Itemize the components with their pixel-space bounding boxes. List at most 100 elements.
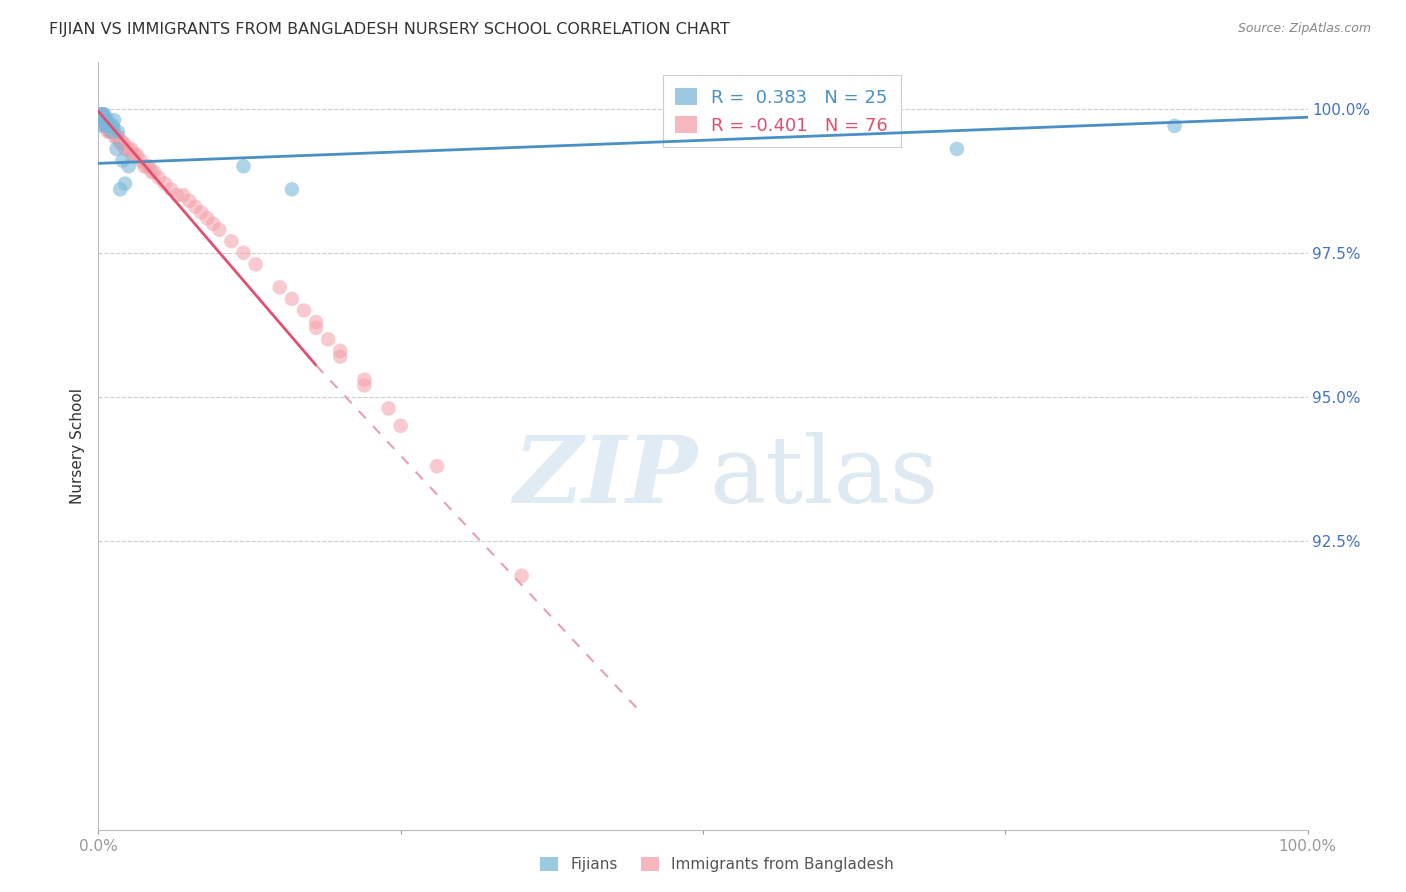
- Point: [100, 125, 122, 139]
- Point: [91, 113, 114, 128]
- Text: ZIP: ZIP: [513, 432, 697, 522]
- Point: [160, 182, 183, 196]
- Point: [90, 119, 112, 133]
- Point: [94, 119, 117, 133]
- Point: [93, 107, 115, 121]
- Point: [91, 107, 114, 121]
- Point: [281, 182, 304, 196]
- Point: [94, 113, 117, 128]
- Point: [316, 332, 339, 346]
- Point: [101, 125, 124, 139]
- Text: atlas: atlas: [709, 432, 938, 522]
- Point: [353, 373, 375, 387]
- Point: [97, 119, 120, 133]
- Point: [108, 130, 131, 145]
- Point: [91, 107, 114, 121]
- Y-axis label: Nursery School: Nursery School: [70, 388, 86, 504]
- Point: [127, 147, 149, 161]
- Point: [98, 119, 121, 133]
- Point: [141, 165, 163, 179]
- Point: [124, 147, 146, 161]
- Point: [292, 303, 315, 318]
- Point: [93, 119, 115, 133]
- Point: [153, 177, 176, 191]
- Point: [96, 119, 118, 133]
- Point: [96, 119, 118, 133]
- Point: [100, 125, 122, 139]
- Point: [111, 153, 134, 168]
- Point: [90, 107, 112, 121]
- Point: [91, 113, 114, 128]
- Point: [108, 182, 131, 196]
- Point: [143, 165, 166, 179]
- Point: [202, 217, 225, 231]
- Point: [281, 292, 304, 306]
- Point: [90, 107, 112, 121]
- Point: [100, 119, 122, 133]
- Point: [184, 200, 207, 214]
- Point: [103, 125, 125, 139]
- Point: [377, 401, 399, 416]
- Point: [269, 280, 291, 294]
- Point: [195, 211, 218, 226]
- Point: [104, 130, 127, 145]
- Point: [121, 147, 143, 161]
- Point: [94, 119, 117, 133]
- Text: FIJIAN VS IMMIGRANTS FROM BANGLADESH NURSERY SCHOOL CORRELATION CHART: FIJIAN VS IMMIGRANTS FROM BANGLADESH NUR…: [49, 22, 730, 37]
- Point: [329, 350, 352, 364]
- Point: [426, 459, 449, 474]
- Point: [510, 568, 533, 582]
- Legend: R =  0.383   N = 25, R = -0.401   N = 76: R = 0.383 N = 25, R = -0.401 N = 76: [662, 75, 901, 147]
- Point: [94, 113, 117, 128]
- Point: [946, 142, 969, 156]
- Point: [112, 136, 135, 151]
- Point: [97, 125, 120, 139]
- Point: [110, 136, 132, 151]
- Point: [208, 223, 231, 237]
- Point: [166, 188, 188, 202]
- Point: [98, 125, 121, 139]
- Point: [179, 194, 201, 208]
- Point: [91, 107, 114, 121]
- Point: [118, 159, 141, 173]
- Point: [353, 378, 375, 392]
- Point: [105, 142, 128, 156]
- Point: [138, 159, 160, 173]
- Point: [98, 119, 121, 133]
- Point: [103, 113, 125, 128]
- Point: [115, 142, 138, 156]
- Point: [108, 136, 131, 151]
- Point: [305, 320, 328, 334]
- Point: [101, 119, 124, 133]
- Point: [114, 142, 136, 156]
- Point: [100, 125, 122, 139]
- Point: [232, 159, 254, 173]
- Point: [118, 142, 141, 156]
- Point: [389, 418, 412, 433]
- Legend: Fijians, Immigrants from Bangladesh: Fijians, Immigrants from Bangladesh: [540, 856, 894, 872]
- Point: [90, 113, 112, 128]
- Point: [245, 257, 267, 271]
- Point: [100, 125, 122, 139]
- Point: [97, 113, 120, 128]
- Point: [129, 153, 152, 168]
- Point: [190, 205, 212, 219]
- Point: [93, 113, 115, 128]
- Point: [89, 107, 111, 121]
- Point: [111, 136, 134, 151]
- Point: [114, 177, 136, 191]
- Point: [93, 113, 115, 128]
- Point: [91, 113, 114, 128]
- Point: [93, 113, 115, 128]
- Point: [221, 234, 243, 248]
- Point: [96, 119, 118, 133]
- Point: [107, 130, 129, 145]
- Point: [172, 188, 194, 202]
- Point: [105, 130, 128, 145]
- Text: Source: ZipAtlas.com: Source: ZipAtlas.com: [1237, 22, 1371, 36]
- Point: [1163, 119, 1185, 133]
- Point: [91, 107, 114, 121]
- Point: [89, 107, 111, 121]
- Point: [134, 159, 156, 173]
- Point: [120, 142, 142, 156]
